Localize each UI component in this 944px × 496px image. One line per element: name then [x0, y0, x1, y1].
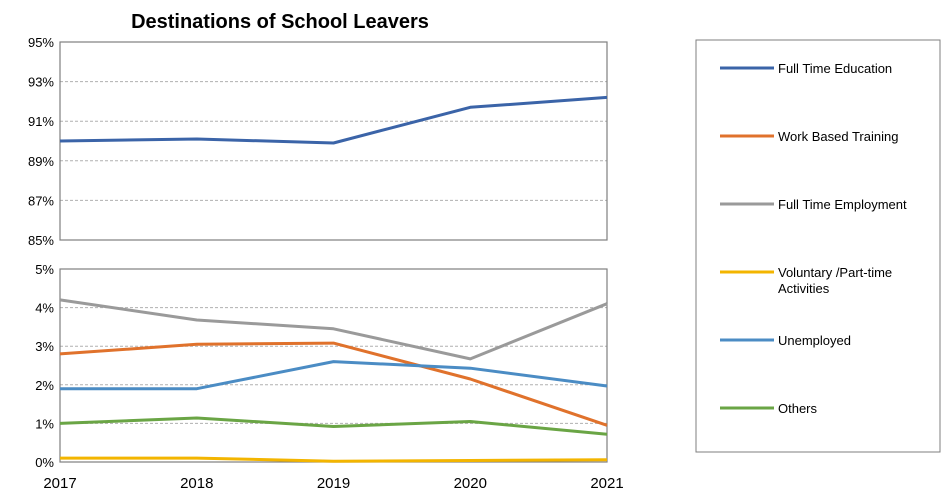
y-tick-label: 95% [28, 35, 54, 50]
plot-panels: 85% 87% 89% 91% 93% 95% 0% 1% 2% 3% 4% 5% [28, 35, 608, 470]
legend-item: Others [720, 401, 818, 416]
y-tick-label: 93% [28, 75, 54, 90]
legend-item: Full Time Employment [720, 197, 907, 212]
series-line-others [59, 416, 608, 436]
y-tick-label: 89% [28, 154, 54, 169]
legend-label: Full Time Education [778, 61, 892, 76]
x-tick-label: 2018 [180, 475, 213, 492]
plot-frame [59, 268, 608, 463]
legend-label: Full Time Employment [778, 197, 907, 212]
series-line-full-time-education [59, 95, 608, 145]
legend-label: Activities [778, 281, 830, 296]
series-line-voluntary-part-time-activities [60, 456, 608, 463]
y-tick-label: 0% [35, 455, 54, 470]
legend-label: Unemployed [778, 333, 851, 348]
series-line-unemployed [60, 360, 608, 391]
y-tick-label: 85% [28, 233, 54, 248]
legend-item: Work Based Training [720, 129, 898, 144]
legend: Full Time Education Work Based Training Fu… [695, 39, 941, 453]
y-tick-label: 5% [35, 262, 54, 277]
x-tick-label: 2020 [454, 475, 487, 492]
y-tick-label: 1% [35, 416, 54, 431]
legend-box [695, 39, 941, 453]
legend-item: Unemployed [720, 333, 851, 348]
x-tick-label: 2017 [43, 475, 76, 492]
legend-label: Voluntary /Part-time [778, 265, 892, 280]
y-tick-label: 4% [35, 301, 54, 316]
series-lines [59, 95, 608, 463]
x-tick-label: 2019 [317, 475, 350, 492]
y-tick-label: 2% [35, 378, 54, 393]
x-tick-label: 2021 [590, 475, 623, 492]
legend-item: Full Time Education [720, 61, 892, 76]
y-tick-label: 3% [35, 339, 54, 354]
panel-lower: 0% 1% 2% 3% 4% 5% [35, 262, 608, 470]
y-tick-label: 87% [28, 193, 54, 208]
series-line-work-based-training [59, 341, 608, 427]
legend-label: Others [778, 401, 818, 416]
chart-title: Destinations of School Leavers [131, 11, 429, 33]
series-line-full-time-employment [59, 298, 608, 361]
y-tick-label: 91% [28, 114, 54, 129]
legend-label: Work Based Training [778, 129, 898, 144]
x-axis-ticks: 2017 2018 2019 2020 2021 [43, 475, 623, 492]
